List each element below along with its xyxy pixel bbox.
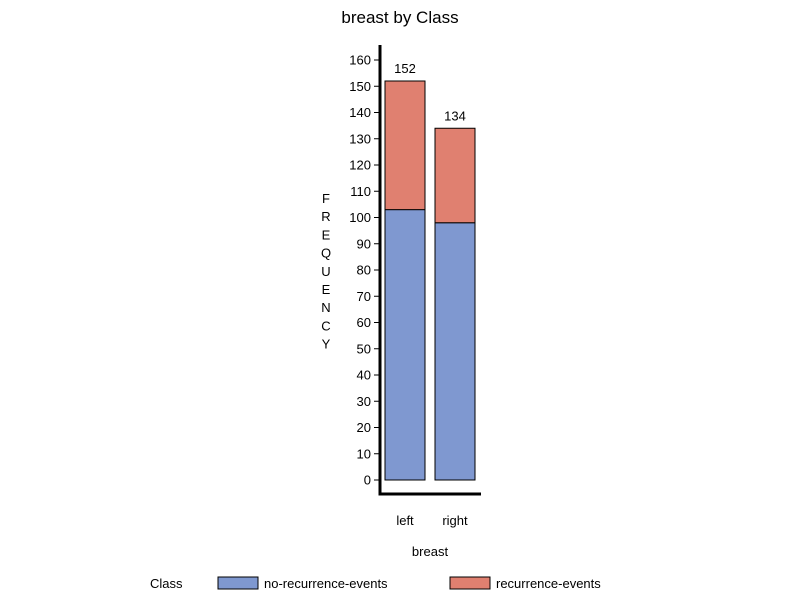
legend-title: Class: [150, 576, 183, 591]
x-axis-label: breast: [412, 544, 449, 559]
y-axis-label-letter: C: [321, 318, 330, 333]
legend-item-label: no-recurrence-events: [264, 576, 388, 591]
legend-item-label: recurrence-events: [496, 576, 601, 591]
x-tick-label: left: [396, 513, 414, 528]
y-tick-label: 150: [349, 79, 371, 94]
y-axis-label-letter: U: [321, 264, 330, 279]
plot-area: 0 10 20 30 40 50 60 70 80 90 100 110 120 130 140 150 160…: [349, 45, 481, 528]
legend: Class no-recurrence-events recurrence-eve…: [150, 576, 601, 591]
y-axis-label-letter: E: [322, 282, 331, 297]
y-tick-label: 20: [357, 420, 371, 435]
x-tick-label: right: [442, 513, 468, 528]
y-axis-label-letter: Y: [322, 337, 331, 352]
bar-total-label: 152: [394, 61, 416, 76]
y-tick-label: 160: [349, 53, 371, 68]
bar-right-recurrence-events: [434, 127, 476, 224]
y-tick-label: 30: [357, 394, 371, 409]
y-tick-label: 10: [357, 446, 371, 461]
y-tick-label: 90: [357, 236, 371, 251]
y-axis-label-letter: E: [322, 227, 331, 242]
y-tick-label: 50: [357, 341, 371, 356]
y-tick-label: 80: [357, 263, 371, 278]
chart-title: breast by Class: [341, 8, 458, 27]
bar-left-no-recurrence-events: [384, 209, 426, 481]
y-tick-label: 120: [349, 158, 371, 173]
y-tick-label: 110: [350, 184, 371, 199]
legend-swatch: [217, 576, 259, 590]
y-tick-label: 100: [349, 210, 371, 225]
y-axis-label-letter: R: [321, 209, 330, 224]
bar-right-no-recurrence-events: [434, 222, 476, 481]
bar-total-label: 134: [444, 108, 466, 123]
y-tick-label: 60: [357, 315, 371, 330]
bar-left-recurrence-events: [384, 80, 426, 211]
y-axis-label-letter: Q: [321, 246, 331, 261]
y-axis-label-letter: F: [322, 191, 330, 206]
y-tick-label: 0: [364, 473, 371, 488]
y-tick-label: 70: [357, 289, 371, 304]
legend-swatch: [449, 576, 491, 590]
y-tick-label: 130: [349, 131, 371, 146]
y-tick-label: 140: [349, 105, 371, 120]
y-axis-label-letter: N: [321, 300, 330, 315]
y-tick-label: 40: [357, 368, 371, 383]
